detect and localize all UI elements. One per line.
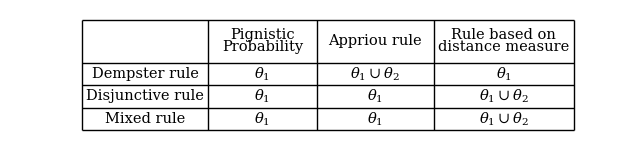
Text: Pignistic: Pignistic bbox=[230, 28, 294, 42]
Text: $\theta_1 \cup \theta_2$: $\theta_1 \cup \theta_2$ bbox=[350, 65, 400, 83]
Text: Rule based on: Rule based on bbox=[451, 28, 556, 42]
Text: $\theta_1$: $\theta_1$ bbox=[367, 88, 383, 105]
Text: $\theta_1$: $\theta_1$ bbox=[495, 65, 511, 83]
Text: Disjunctive rule: Disjunctive rule bbox=[86, 89, 204, 103]
Text: $\theta_1$: $\theta_1$ bbox=[254, 88, 270, 105]
Text: Mixed rule: Mixed rule bbox=[105, 112, 186, 126]
Text: $\theta_1$: $\theta_1$ bbox=[367, 110, 383, 128]
Text: $\theta_1 \cup \theta_2$: $\theta_1 \cup \theta_2$ bbox=[479, 110, 529, 128]
Text: Probability: Probability bbox=[222, 40, 303, 54]
Text: $\theta_1$: $\theta_1$ bbox=[254, 110, 270, 128]
Text: $\theta_1 \cup \theta_2$: $\theta_1 \cup \theta_2$ bbox=[479, 88, 529, 105]
Text: distance measure: distance measure bbox=[438, 40, 569, 54]
Text: Dempster rule: Dempster rule bbox=[92, 67, 199, 81]
Text: Appriou rule: Appriou rule bbox=[328, 34, 422, 48]
Text: $\theta_1$: $\theta_1$ bbox=[254, 65, 270, 83]
